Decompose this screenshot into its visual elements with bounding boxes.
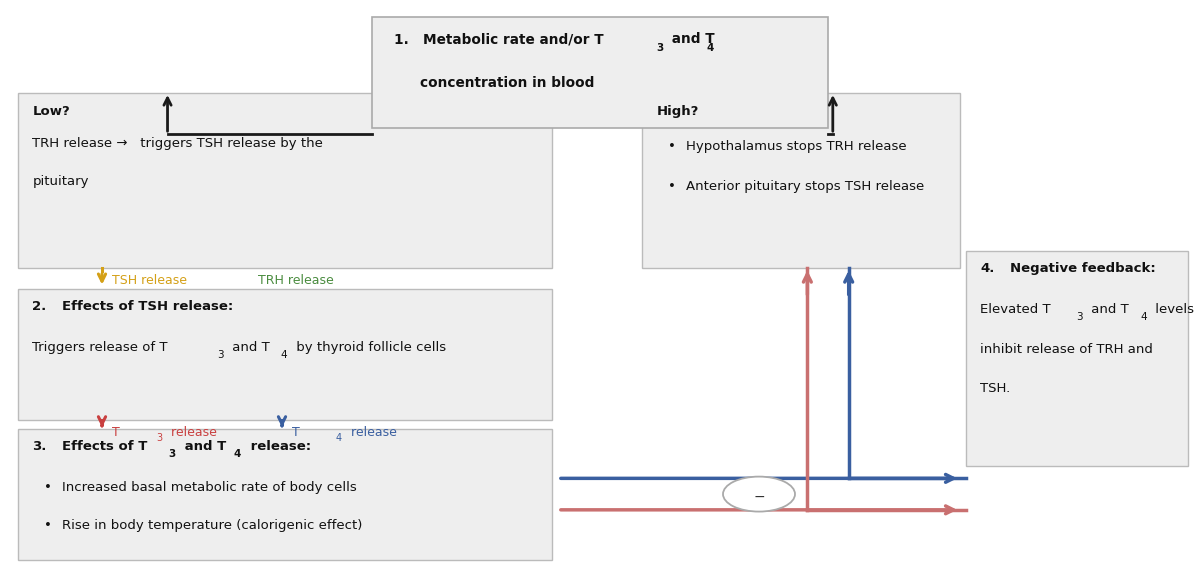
Text: 4: 4: [707, 43, 714, 52]
Text: Increased basal metabolic rate of body cells: Increased basal metabolic rate of body c…: [62, 481, 358, 494]
Text: 4: 4: [281, 350, 288, 360]
Text: 4.: 4.: [980, 262, 995, 275]
Text: 3: 3: [1076, 312, 1084, 322]
FancyBboxPatch shape: [18, 289, 552, 420]
Text: 4: 4: [234, 449, 241, 459]
Text: release: release: [167, 426, 217, 438]
Text: Hypothalamus stops TRH release: Hypothalamus stops TRH release: [686, 140, 907, 153]
Text: 2.: 2.: [32, 300, 47, 313]
Text: Effects of T: Effects of T: [62, 440, 148, 453]
Text: Anterior pituitary stops TSH release: Anterior pituitary stops TSH release: [686, 180, 925, 192]
Text: 3: 3: [217, 350, 224, 360]
Text: TRH release: TRH release: [258, 274, 334, 287]
Text: and T: and T: [1087, 303, 1129, 316]
Text: 3: 3: [156, 433, 162, 443]
Text: Effects of TSH release:: Effects of TSH release:: [62, 300, 234, 313]
Text: 1.   Metabolic rate and/or T: 1. Metabolic rate and/or T: [394, 32, 604, 46]
Text: 3: 3: [168, 449, 175, 459]
Text: levels: levels: [1151, 303, 1194, 316]
Text: release: release: [347, 426, 397, 438]
FancyBboxPatch shape: [18, 93, 552, 268]
Text: TSH.: TSH.: [980, 382, 1010, 395]
FancyBboxPatch shape: [642, 93, 960, 268]
Text: and T: and T: [180, 440, 227, 453]
Text: TRH release →   triggers TSH release by the: TRH release → triggers TSH release by th…: [32, 137, 323, 150]
Text: •: •: [668, 140, 677, 153]
Text: •: •: [44, 519, 53, 532]
Text: and T: and T: [228, 341, 270, 354]
Text: Low?: Low?: [32, 105, 70, 118]
Text: Elevated T: Elevated T: [980, 303, 1051, 316]
Text: 3: 3: [656, 43, 664, 52]
Text: High?: High?: [656, 105, 698, 118]
FancyBboxPatch shape: [18, 429, 552, 560]
Text: T: T: [292, 426, 299, 438]
Text: and T: and T: [667, 32, 715, 46]
Text: •: •: [668, 180, 677, 192]
Text: release:: release:: [246, 440, 311, 453]
Text: •: •: [44, 481, 53, 494]
Text: Triggers release of T: Triggers release of T: [32, 341, 168, 354]
Text: pituitary: pituitary: [32, 175, 89, 188]
FancyBboxPatch shape: [966, 251, 1188, 466]
FancyBboxPatch shape: [372, 17, 828, 128]
Text: 4: 4: [336, 433, 342, 443]
Text: concentration in blood: concentration in blood: [420, 76, 594, 90]
Text: Rise in body temperature (calorigenic effect): Rise in body temperature (calorigenic ef…: [62, 519, 362, 532]
Text: T: T: [112, 426, 119, 438]
Circle shape: [724, 477, 796, 512]
Text: 3.: 3.: [32, 440, 47, 453]
Text: by thyroid follicle cells: by thyroid follicle cells: [292, 341, 445, 354]
Text: inhibit release of TRH and: inhibit release of TRH and: [980, 343, 1153, 356]
Text: TSH release: TSH release: [112, 274, 187, 287]
Text: 4: 4: [1140, 312, 1147, 322]
Text: Negative feedback:: Negative feedback:: [1010, 262, 1156, 275]
Text: −: −: [754, 490, 764, 504]
